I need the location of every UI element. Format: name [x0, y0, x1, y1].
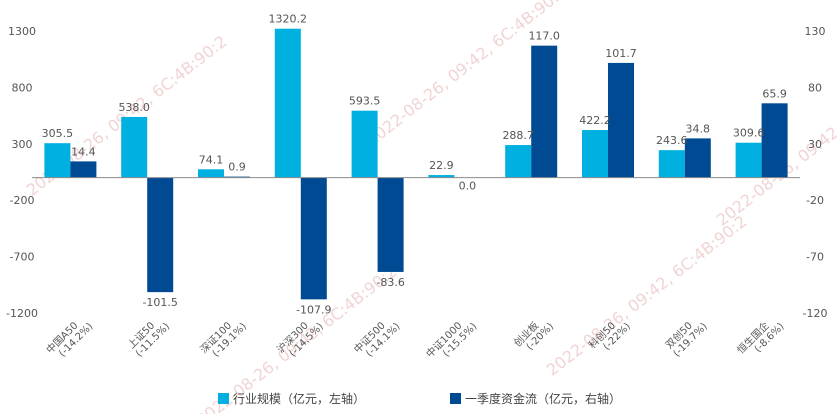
data-label-scale: 74.1 [199, 153, 224, 166]
data-labels: 305.5 14.4 538.0 -101.5 74.1 0.9 1320.2 -107.9 5… [42, 13, 787, 317]
right-axis-tick: 80 [808, 81, 822, 94]
category-label: 中证500(-14.1%) [351, 319, 403, 359]
data-label-flow: -101.5 [142, 296, 177, 309]
bar-flow [147, 177, 174, 293]
legend-label: 行业规模（亿元，左轴） [233, 391, 365, 406]
legend: 行业规模（亿元，左轴） 一季度资金流（亿元，右轴） [218, 391, 621, 406]
bar-scale [505, 145, 532, 178]
data-label-flow: -107.9 [296, 303, 331, 316]
bars [44, 28, 788, 300]
bar-scale [274, 28, 301, 178]
right-axis-tick: 130 [805, 25, 826, 38]
category-labels: 中国A50(-14.2%) 上证50(-11.5%) 深证100(-19.1%) 沪深… [43, 319, 786, 360]
left-axis-tick: 1300 [8, 25, 36, 38]
data-label-scale: 309.6 [733, 127, 765, 140]
left-axis-ticks: 1300 800 300 -200 -700 -1200 [6, 25, 38, 320]
legend-swatch [218, 393, 229, 404]
data-label-scale: 538.0 [118, 101, 150, 114]
category-label: 中国A50(-14.2%) [43, 319, 95, 359]
data-label-scale: 305.5 [42, 127, 74, 140]
bar-scale [428, 175, 455, 178]
right-axis-tick: 30 [808, 138, 822, 151]
right-axis-ticks: 130 80 30 -20 -70 -120 [803, 25, 828, 320]
data-label-scale: 22.9 [429, 159, 454, 172]
bar-flow [300, 177, 327, 300]
data-label-scale: 243.6 [656, 134, 688, 147]
right-axis-tick: -120 [803, 307, 828, 320]
bar-flow [224, 176, 250, 178]
data-label-flow: 0.9 [228, 161, 246, 174]
bar-scale [735, 142, 762, 178]
left-axis-tick: 800 [12, 81, 33, 94]
category-label: 上证50(-11.5%) [126, 320, 173, 360]
left-axis-tick: -200 [10, 194, 35, 207]
bar-scale [198, 169, 224, 178]
bar-scale [44, 143, 71, 178]
data-label-flow: 117.0 [528, 30, 560, 43]
left-axis-tick: 300 [12, 138, 33, 151]
bar-scale [121, 116, 148, 178]
data-label-flow: 34.8 [686, 122, 711, 135]
bar-flow [761, 103, 788, 178]
bar-flow [684, 138, 711, 178]
right-axis-tick: -20 [806, 194, 824, 207]
bar-scale [658, 150, 685, 178]
data-label-flow: -83.6 [376, 276, 404, 289]
left-axis-tick: -700 [10, 251, 35, 264]
category-label: 恒生国企(-8.6%) [734, 319, 786, 356]
legend-label: 一季度资金流（亿元，右轴） [465, 391, 621, 406]
category-label: 创业板(-20%) [511, 319, 556, 353]
bar-flow [377, 177, 404, 272]
data-label-flow: 0.0 [459, 180, 477, 193]
bar-flow [608, 62, 634, 178]
left-axis-tick: -1200 [6, 307, 38, 320]
data-label-scale: 288.7 [502, 129, 534, 142]
data-label-flow: 101.7 [605, 47, 637, 60]
right-axis-tick: -70 [806, 251, 824, 264]
data-label-flow: 14.4 [71, 145, 96, 158]
bar-flow [531, 45, 558, 178]
bar-flow [70, 161, 97, 178]
category-label: 中证1000(-15.5%) [423, 319, 479, 360]
data-label-flow: 65.9 [762, 87, 787, 100]
category-label: 双创50(-19.7%) [663, 319, 710, 359]
category-label: 深证100(-19.1%) [198, 320, 249, 360]
data-label-scale: 1320.2 [269, 13, 308, 26]
watermark-text: 2022-08-26, 09:42, 6C:4B:90:2 [543, 212, 751, 380]
legend-swatch [450, 393, 461, 404]
data-label-scale: 422.2 [579, 114, 611, 127]
data-label-scale: 593.5 [349, 95, 381, 108]
bar-scale [582, 130, 608, 178]
bar-scale [351, 110, 378, 178]
